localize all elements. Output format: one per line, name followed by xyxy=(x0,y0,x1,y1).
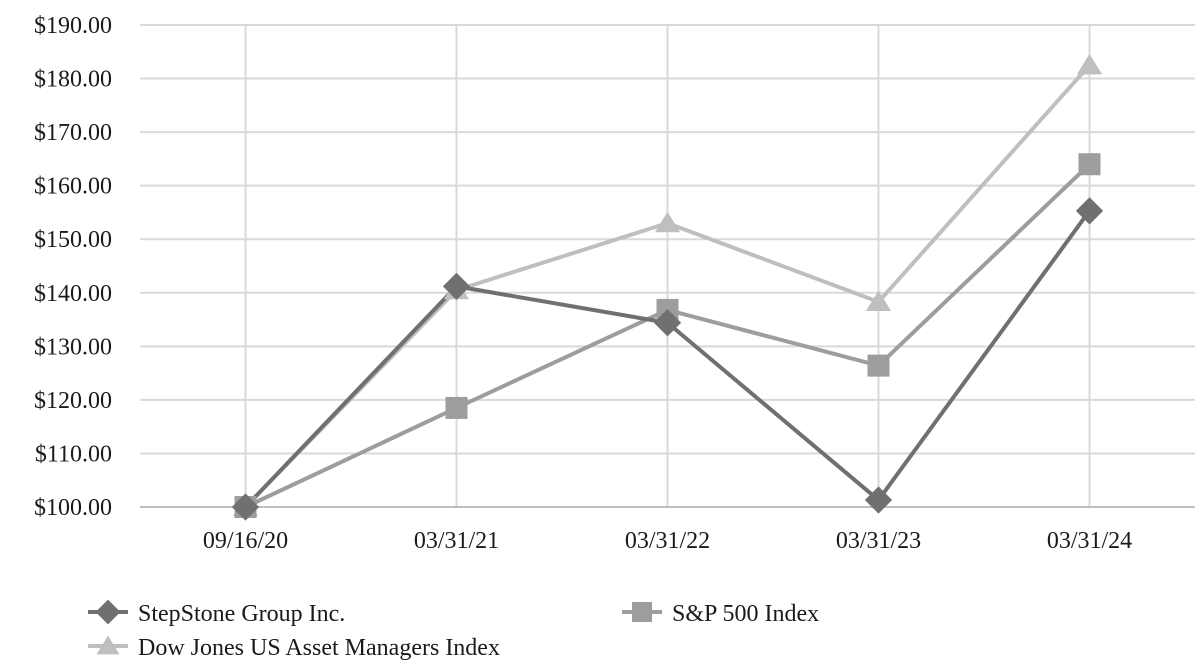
y-tick-label: $150.00 xyxy=(34,227,112,253)
data-point-diamond xyxy=(864,486,893,514)
axes: $100.00 $110.00 $120.00 $130.00 $140.00 $150.… xyxy=(34,13,1195,554)
data-point-triangle xyxy=(654,211,681,233)
data-point-diamond xyxy=(1075,197,1104,225)
data-point-diamond xyxy=(231,493,260,521)
legend-label: S&P 500 Index xyxy=(672,601,819,627)
data-point-square xyxy=(867,354,890,377)
legend-label: StepStone Group Inc. xyxy=(138,601,345,627)
y-tick-label: $140.00 xyxy=(34,281,112,307)
data-point-square xyxy=(445,396,468,419)
legend-entry: StepStone Group Inc. xyxy=(88,599,345,627)
legend-marker-diamond xyxy=(95,599,121,625)
x-tick-label: 03/31/22 xyxy=(625,528,710,554)
x-tick-label: 09/16/20 xyxy=(203,528,288,554)
legend-entry: S&P 500 Index xyxy=(622,601,819,627)
legend-label: Dow Jones US Asset Managers Index xyxy=(138,635,500,660)
gridlines xyxy=(140,24,1195,507)
data-point-triangle xyxy=(865,290,892,312)
legend-entry: Dow Jones US Asset Managers Index xyxy=(88,635,500,660)
y-tick-label: $100.00 xyxy=(34,495,112,521)
y-tick-label: $120.00 xyxy=(34,388,112,414)
data-point-square xyxy=(1078,153,1101,176)
y-tick-label: $130.00 xyxy=(34,334,112,360)
legend-marker-square xyxy=(632,602,652,622)
y-tick-label: $170.00 xyxy=(34,120,112,146)
legend: StepStone Group Inc. S&P 500 Index Dow Jon… xyxy=(88,599,819,660)
x-tick-label: 03/31/23 xyxy=(836,528,921,554)
y-tick-label: $180.00 xyxy=(34,67,112,93)
y-tick-label: $160.00 xyxy=(34,174,112,200)
x-tick-label: 03/31/21 xyxy=(414,528,499,554)
x-tick-label: 03/31/24 xyxy=(1047,528,1132,554)
data-point-triangle xyxy=(1076,53,1103,75)
y-tick-label: $110.00 xyxy=(35,441,112,467)
legend-marker-triangle xyxy=(96,635,120,655)
series-markers xyxy=(231,53,1104,521)
data-point-diamond xyxy=(442,272,471,300)
data-point-diamond xyxy=(653,309,682,337)
y-tick-label: $190.00 xyxy=(34,13,112,39)
